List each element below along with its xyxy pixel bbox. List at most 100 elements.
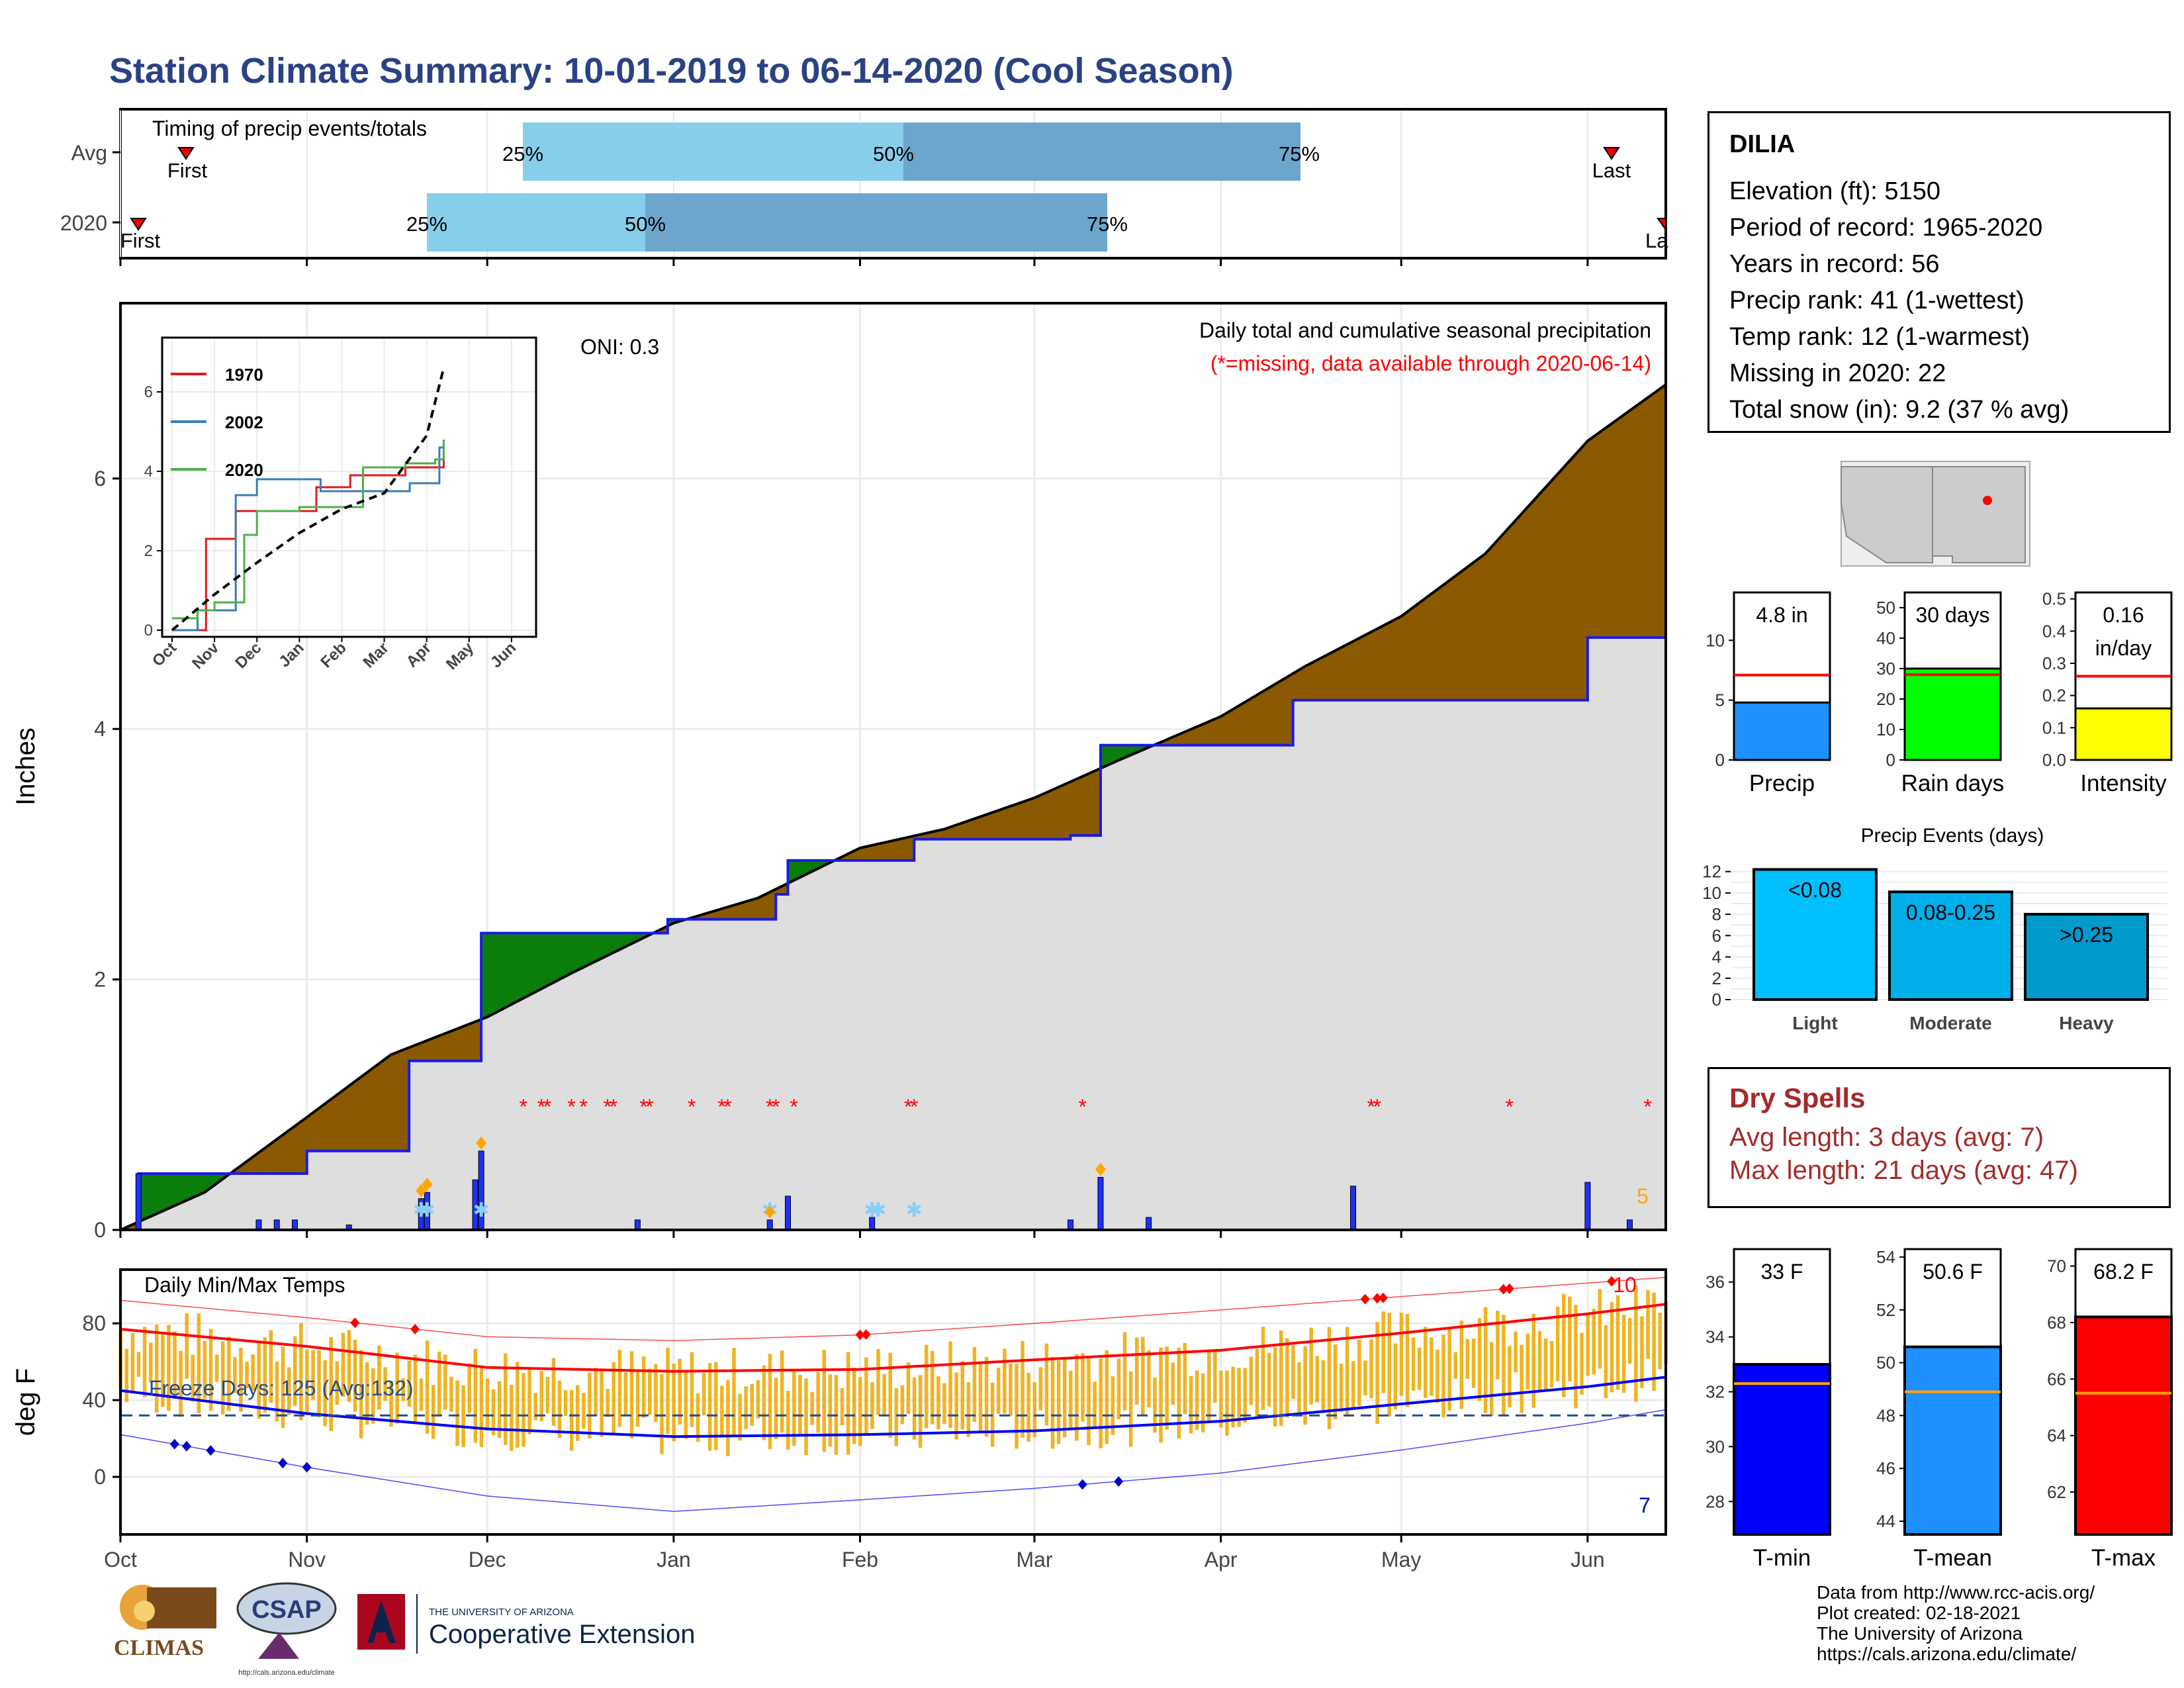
daily-temp-bar <box>1081 1352 1085 1422</box>
daily-temp-bar <box>563 1390 568 1417</box>
avg-last-label: Last <box>1592 159 1631 182</box>
month-label: Dec <box>469 1548 506 1571</box>
daily-temp-bar <box>142 1327 147 1397</box>
daily-temp-bar <box>756 1380 760 1419</box>
missing-day-marker: * <box>910 1095 918 1119</box>
month-label: Mar <box>1016 1548 1052 1571</box>
daily-temp-bar <box>1363 1360 1367 1395</box>
daily-temp-bar <box>1297 1362 1301 1414</box>
daily-temp-bar <box>978 1361 983 1431</box>
avg-q50-q75-bar <box>903 122 1300 181</box>
inset-gridlines <box>163 339 535 635</box>
avg-q25-label: 25% <box>502 142 543 165</box>
daily-temp-bar <box>533 1393 537 1421</box>
daily-temp-bar <box>960 1360 964 1430</box>
climas-logo-block <box>147 1587 216 1628</box>
daily-temp-bar <box>1231 1366 1235 1428</box>
daily-temp-bar <box>1261 1327 1265 1410</box>
temp-bar-value-label: 33 F <box>1760 1260 1803 1284</box>
daily-temp-bar <box>966 1382 971 1437</box>
missing-day-marker: * <box>579 1095 587 1119</box>
daily-temp-bar <box>1255 1348 1259 1417</box>
daily-temp-bar <box>1056 1360 1061 1444</box>
snow-marker: ✱ <box>906 1199 923 1221</box>
daily-temp-bar <box>1381 1311 1385 1393</box>
daily-temp-bar <box>467 1363 471 1414</box>
dry-spells-title: Dry Spells <box>1729 1082 1866 1113</box>
dry-spells-box: Dry Spells Avg length: 3 days (avg: 7) M… <box>1707 1067 2171 1208</box>
daily-temp-bar <box>425 1340 430 1434</box>
daily-temp-bar <box>389 1380 393 1427</box>
daily-temp-bar <box>527 1369 531 1434</box>
precip-y-tick-label: 6 <box>94 467 106 491</box>
daily-temp-bar <box>768 1354 772 1450</box>
cumulative-2020-line <box>120 628 1667 1231</box>
avg-first-label: First <box>167 159 208 182</box>
daily-temp-bar <box>1128 1371 1133 1447</box>
daily-temp-bar <box>732 1348 736 1436</box>
missing-day-marker: * <box>790 1095 797 1119</box>
daily-temp-bar <box>353 1339 357 1412</box>
daily-temp-bar <box>1351 1361 1355 1409</box>
2020-q50-label: 50% <box>625 212 666 236</box>
daily-temp-bar <box>1604 1325 1608 1399</box>
daily-precip-bar <box>634 1219 641 1231</box>
daily-precip-bar <box>255 1219 262 1231</box>
temp-bar-tick-label: 48 <box>1876 1405 1895 1425</box>
climas-logo: CLIMAS <box>114 1585 216 1660</box>
daily-temp-bar <box>1634 1285 1638 1402</box>
temp-bar-tick-label: 54 <box>1876 1247 1895 1267</box>
daily-precip-bar <box>1097 1177 1104 1231</box>
temp-y-tick-label: 40 <box>82 1388 106 1412</box>
event-bar-value-label: 0.08-0.25 <box>1906 900 1995 924</box>
daily-temp-bar <box>1032 1382 1037 1437</box>
daily-temp-bar <box>1099 1358 1103 1448</box>
daily-temp-bar <box>124 1348 129 1403</box>
temp-bar-tick-label: 62 <box>2047 1482 2066 1502</box>
daily-temp-bar <box>1147 1350 1151 1408</box>
mini-bar-tick-label: 10 <box>1706 630 1725 650</box>
mini-bar-label: Intensity <box>2080 771 2167 796</box>
daily-temp-bar <box>233 1356 237 1393</box>
daily-temp-bar <box>654 1364 658 1423</box>
daily-temp-bar <box>1405 1314 1410 1407</box>
daily-temp-bar <box>1549 1340 1554 1387</box>
temp-bar-tick-label: 28 <box>1706 1491 1725 1511</box>
daily-precip-bar <box>785 1196 792 1231</box>
daily-temp-bar <box>136 1352 141 1377</box>
avg-cumulative-line <box>120 383 1667 1231</box>
mini-bar-value-label: in/day <box>2095 636 2152 660</box>
temp-y-tick-label: 0 <box>94 1465 106 1489</box>
snow-marker: ✱ <box>419 1199 435 1221</box>
daily-temp-bar <box>473 1348 478 1443</box>
daily-temp-bar <box>1477 1318 1482 1401</box>
mini-bar-tick-label: 50 <box>1876 598 1895 618</box>
daily-temp-bar <box>1375 1322 1379 1424</box>
daily-temp-bar <box>1646 1289 1650 1359</box>
daily-temp-bar <box>245 1362 249 1388</box>
daily-temp-bar <box>437 1351 441 1417</box>
daily-temp-bar <box>1321 1360 1326 1414</box>
snow-depth-marker <box>764 1205 776 1219</box>
daily-temp-bar <box>1309 1327 1313 1405</box>
daily-temp-bar <box>1171 1362 1175 1405</box>
daily-temp-bar <box>600 1368 604 1437</box>
temp-bar-tick-label: 44 <box>1876 1511 1895 1531</box>
inset-y-tick-label: 0 <box>144 622 153 639</box>
daily-temp-bar <box>497 1381 502 1438</box>
precip-y-tick-label: 2 <box>94 968 106 992</box>
daily-temp-bar <box>395 1352 399 1424</box>
missing-day-marker: * <box>537 1095 545 1119</box>
daily-temp-bar <box>371 1368 375 1424</box>
daily-temp-bar <box>1062 1359 1067 1438</box>
month-label: Jan <box>657 1548 691 1571</box>
daily-temp-bar <box>1592 1309 1596 1375</box>
temp-line-avg-max <box>120 1303 1666 1373</box>
record-high-marker <box>1607 1276 1617 1287</box>
daily-temp-bar <box>629 1351 634 1438</box>
daily-temp-bar <box>1339 1364 1343 1412</box>
daily-temp-bar <box>936 1376 940 1430</box>
credit-line: The University of Arizona <box>1817 1623 2023 1644</box>
temp-bar-tick-label: 64 <box>2047 1426 2066 1446</box>
